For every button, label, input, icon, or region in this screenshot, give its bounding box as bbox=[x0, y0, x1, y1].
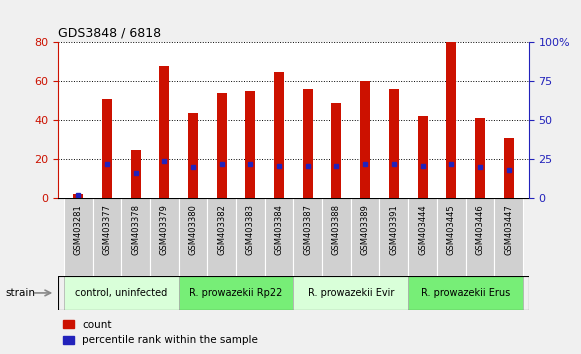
Bar bbox=[303, 89, 313, 198]
Bar bbox=[293, 198, 322, 276]
Bar bbox=[131, 149, 141, 198]
Text: GSM403378: GSM403378 bbox=[131, 205, 140, 256]
Bar bbox=[418, 116, 428, 198]
Bar bbox=[379, 198, 408, 276]
Text: GSM403444: GSM403444 bbox=[418, 205, 427, 255]
Text: GSM403391: GSM403391 bbox=[389, 205, 399, 255]
Bar bbox=[121, 198, 150, 276]
Bar bbox=[178, 198, 207, 276]
Bar bbox=[64, 276, 178, 310]
Bar bbox=[73, 194, 83, 198]
Text: GSM403445: GSM403445 bbox=[447, 205, 456, 255]
Bar bbox=[475, 118, 485, 198]
Bar bbox=[150, 198, 178, 276]
Bar bbox=[437, 198, 465, 276]
Bar bbox=[245, 91, 256, 198]
Bar bbox=[236, 198, 265, 276]
Text: GSM403379: GSM403379 bbox=[160, 205, 168, 255]
Text: R. prowazekii Erus: R. prowazekii Erus bbox=[421, 288, 510, 298]
Bar bbox=[322, 198, 351, 276]
Bar bbox=[389, 89, 399, 198]
Bar bbox=[504, 138, 514, 198]
Text: control, uninfected: control, uninfected bbox=[75, 288, 167, 298]
Bar bbox=[408, 198, 437, 276]
Bar bbox=[331, 103, 342, 198]
Bar bbox=[178, 276, 293, 310]
Bar bbox=[465, 198, 494, 276]
Text: R. prowazekii Evir: R. prowazekii Evir bbox=[307, 288, 394, 298]
Bar bbox=[265, 198, 293, 276]
Text: GSM403281: GSM403281 bbox=[74, 205, 83, 255]
Bar bbox=[274, 72, 284, 198]
Text: GSM403388: GSM403388 bbox=[332, 205, 341, 256]
Bar bbox=[92, 198, 121, 276]
Text: GSM403377: GSM403377 bbox=[102, 205, 112, 256]
Bar bbox=[64, 198, 92, 276]
Text: R. prowazekii Rp22: R. prowazekii Rp22 bbox=[189, 288, 283, 298]
Text: GSM403446: GSM403446 bbox=[475, 205, 485, 255]
Text: GDS3848 / 6818: GDS3848 / 6818 bbox=[58, 27, 161, 40]
Bar bbox=[408, 276, 523, 310]
Text: strain: strain bbox=[6, 288, 36, 298]
Text: GSM403387: GSM403387 bbox=[303, 205, 312, 256]
Text: GSM403447: GSM403447 bbox=[504, 205, 513, 255]
Text: GSM403382: GSM403382 bbox=[217, 205, 226, 255]
Bar bbox=[188, 113, 198, 198]
Text: GSM403389: GSM403389 bbox=[361, 205, 370, 255]
Bar bbox=[102, 99, 112, 198]
Bar bbox=[159, 66, 169, 198]
Bar bbox=[207, 198, 236, 276]
Bar bbox=[293, 276, 408, 310]
Text: GSM403384: GSM403384 bbox=[275, 205, 284, 255]
Text: GSM403383: GSM403383 bbox=[246, 205, 255, 256]
Text: GSM403380: GSM403380 bbox=[188, 205, 198, 255]
Bar bbox=[446, 42, 456, 198]
Bar bbox=[217, 93, 227, 198]
Bar bbox=[351, 198, 379, 276]
Legend: count, percentile rank within the sample: count, percentile rank within the sample bbox=[63, 320, 258, 345]
Bar bbox=[494, 198, 523, 276]
Bar bbox=[360, 81, 370, 198]
